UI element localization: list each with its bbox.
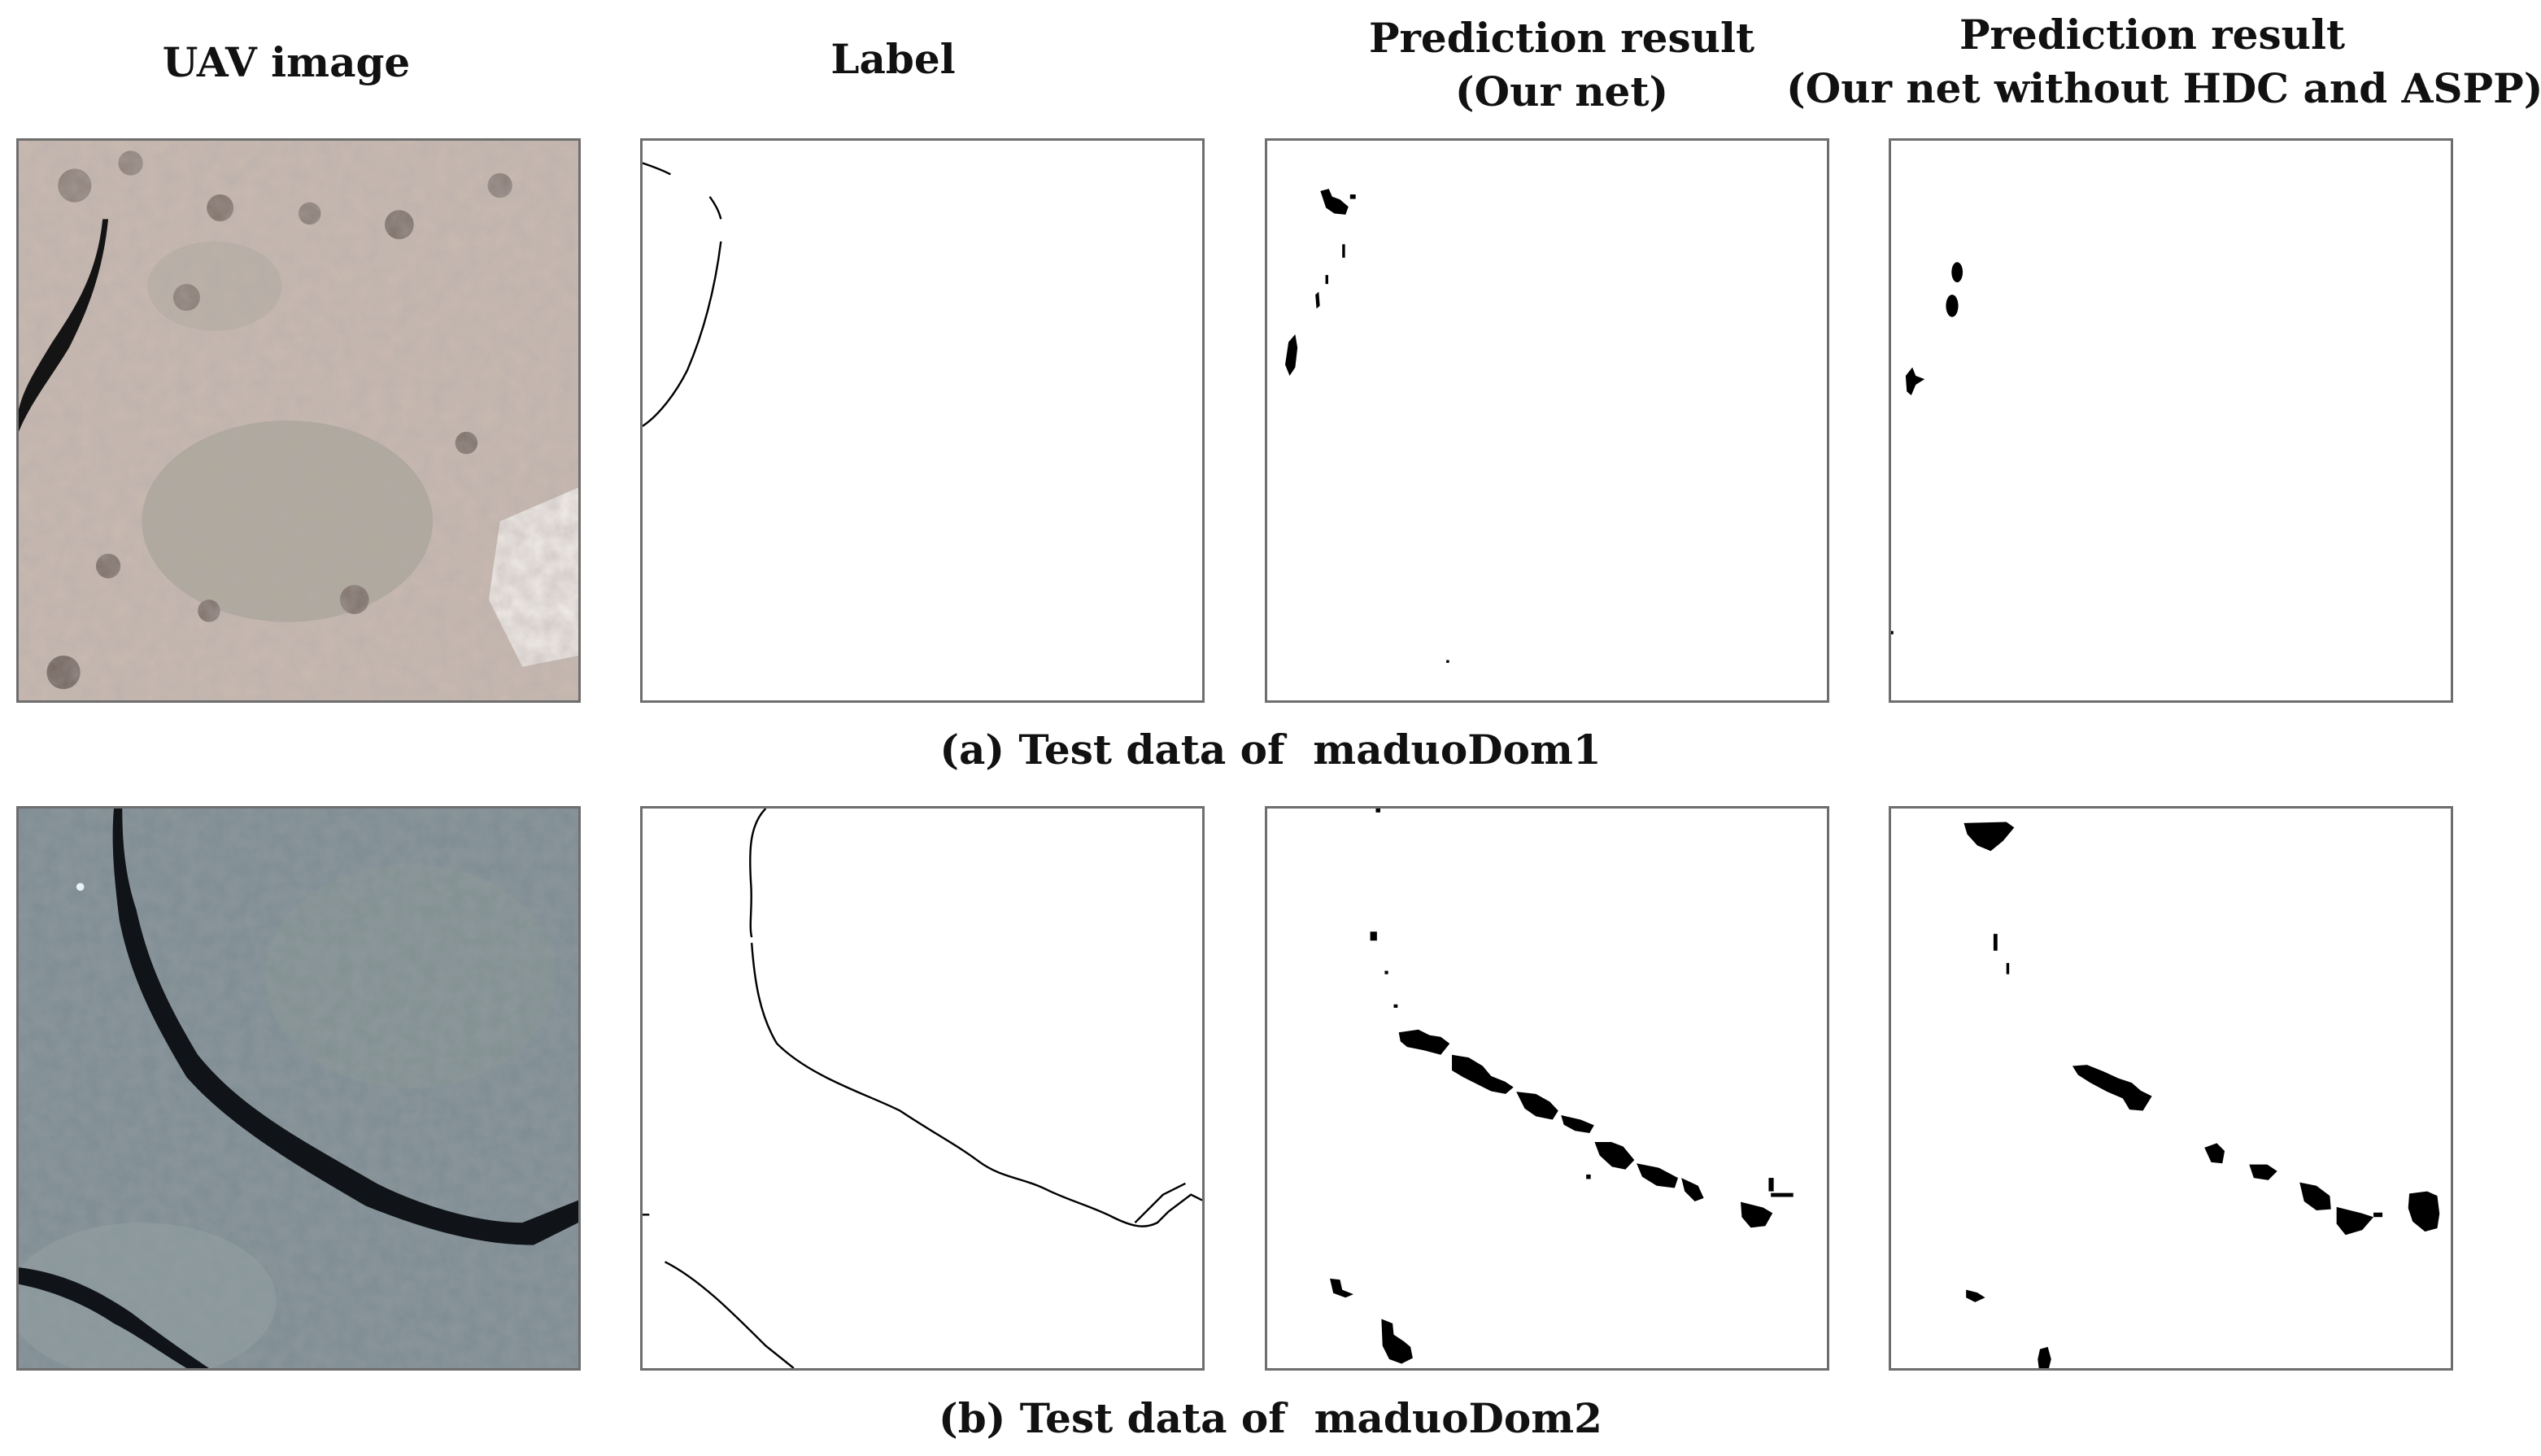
label-panel-maduodom1 [640,138,1205,703]
caption-maduodom2: (b) Test data of maduoDom2 [939,1394,1602,1442]
caption-maduodom1: (a) Test data of maduoDom1 [939,726,1602,774]
crack-mark [19,1267,209,1368]
ablation-panel-maduodom2-graphic [1964,822,2440,1368]
crack-label-line [750,943,1202,1227]
ablation-panel-maduodom1 [1889,138,2453,703]
uav-image-maduodom1 [16,138,581,703]
crack-label-line [748,809,767,938]
crack-label-line [708,196,722,220]
column-header-uav: UAV image [162,38,411,86]
predicted-crack-blobs [1891,262,1964,634]
ablation-panel-maduodom1-graphic [1891,262,1964,634]
crack-label-line [664,1261,795,1368]
column-header-prediction-line2: (Our net) [1454,68,1669,116]
column-header-prediction: Prediction result (Our net) [1277,11,1846,119]
uav-image-maduodom1-graphic [19,141,578,700]
label-panel-maduodom1-graphic [643,162,722,427]
uav-image-maduodom2 [16,806,581,1371]
column-header-ablation-line2: (Our net without HDC and ASPP) [1786,64,2541,112]
crack-label-line [643,162,671,176]
crack-mark [19,219,109,432]
crack-label-line [643,241,722,427]
crack-label-line [1134,1182,1186,1223]
column-header-prediction-line1: Prediction result [1368,14,1755,62]
column-header-ablation: Prediction result (Our net without HDC a… [1786,8,2541,116]
predicted-crack-blobs [1285,189,1356,376]
predicted-crack-blobs [1330,809,1794,1364]
uav-image-maduodom2-graphic [19,809,578,1368]
prediction-panel-maduodom1-graphic [1285,189,1449,663]
prediction-panel-maduodom1 [1265,138,1829,703]
label-panel-maduodom2-graphic [643,809,1202,1368]
label-panel-maduodom2 [640,806,1205,1371]
column-header-ablation-line1: Prediction result [1959,11,2346,59]
predicted-crack-blobs [1964,822,2440,1368]
prediction-panel-maduodom2-graphic [1330,809,1794,1364]
ablation-panel-maduodom2 [1889,806,2453,1371]
prediction-panel-maduodom2 [1265,806,1829,1371]
column-header-label: Label [830,35,956,83]
